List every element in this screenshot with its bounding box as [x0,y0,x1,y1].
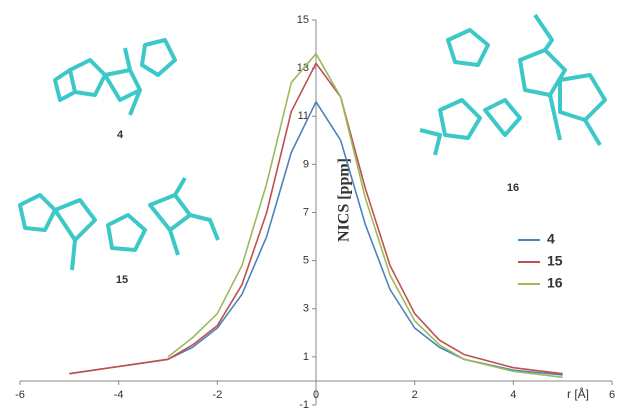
molecule-label: 16 [507,182,519,194]
x-tick-label: 4 [510,389,516,401]
x-axis-label: r [Å] [567,386,589,401]
x-tick-label: 0 [313,389,319,401]
x-tick-label: 2 [412,389,418,401]
molecule-drawings [20,15,605,270]
legend-label: 16 [547,275,563,291]
legend-label: 4 [547,231,555,247]
x-tick-label: 6 [609,389,615,401]
chart: 4 15 16 NICS [ppm] r [Å] -113579111315-6… [0,0,629,410]
y-tick-label: 9 [303,158,309,170]
y-tick-label: 7 [303,206,309,218]
x-tick-label: -6 [15,389,25,401]
y-tick-label: 1 [303,351,309,363]
y-tick-label: -1 [299,399,309,410]
y-tick-label: 5 [303,255,309,267]
molecule-label: 4 [117,129,124,141]
y-tick-label: 15 [297,14,309,26]
x-tick-label: -4 [114,389,124,401]
y-tick-label: 3 [303,303,309,315]
legend-label: 15 [547,253,563,269]
x-tick-label: -2 [212,389,222,401]
molecule-label: 15 [116,274,128,286]
